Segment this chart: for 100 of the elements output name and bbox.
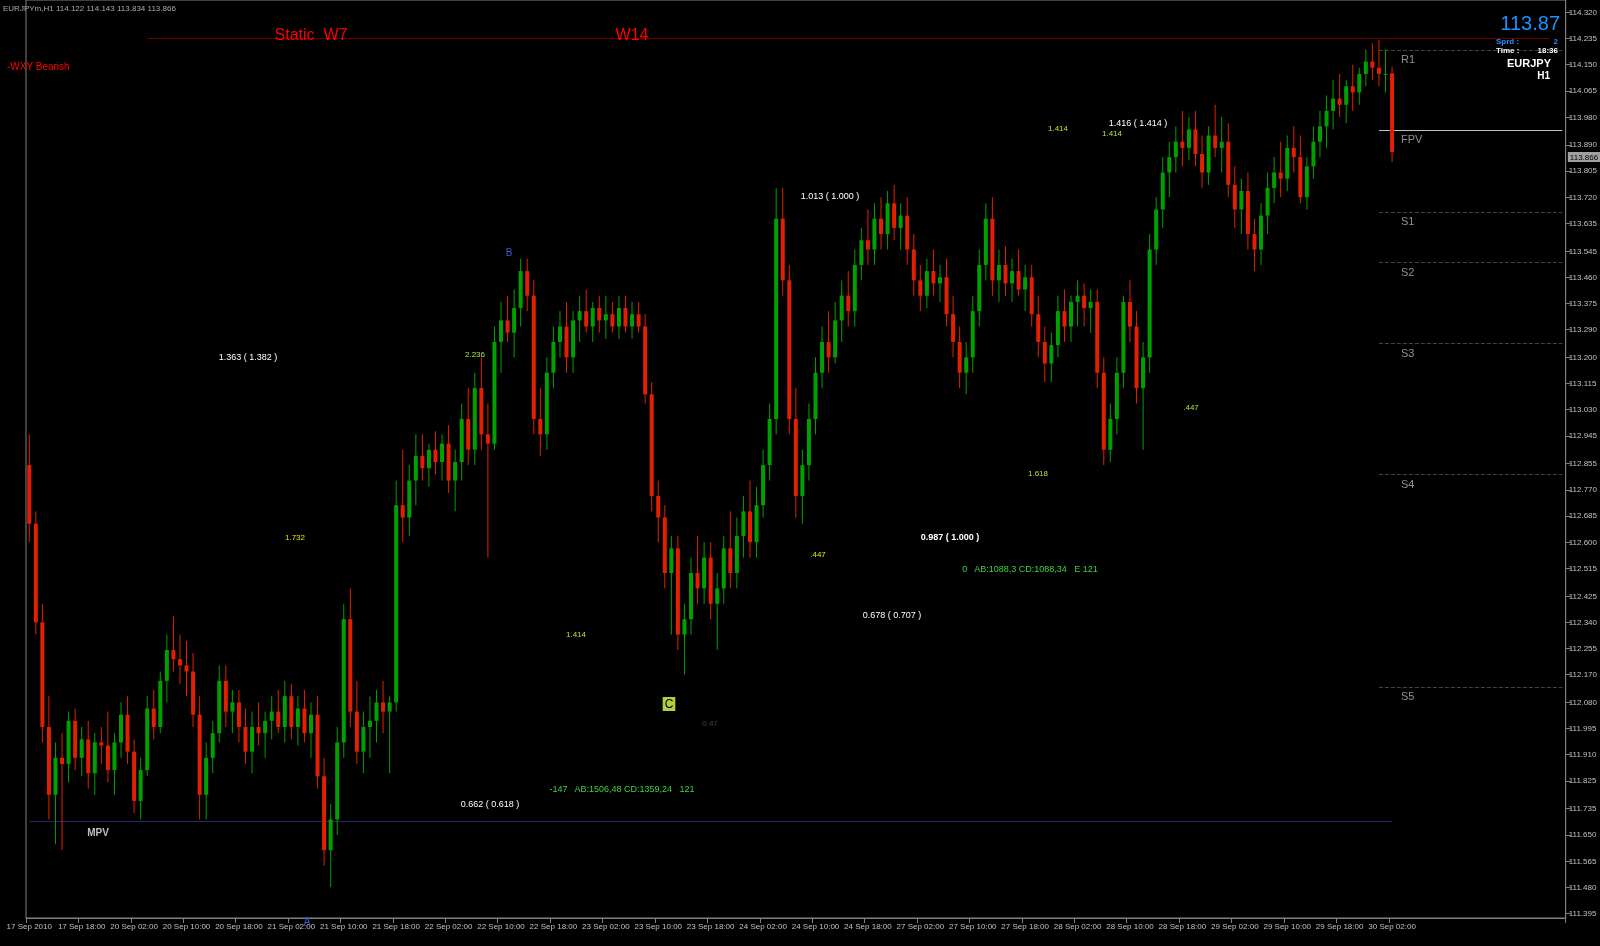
candlestick — [1075, 279, 1080, 328]
y-tick-label: 113.290 — [1568, 325, 1598, 335]
candlestick — [846, 270, 851, 328]
candlestick — [826, 310, 831, 374]
candlestick — [610, 301, 615, 334]
ref-line-label: R1 — [1400, 53, 1416, 66]
x-tick-label: 24 Sep 10:00 — [791, 921, 840, 931]
y-tick-label: 111.565 — [1568, 856, 1597, 866]
candlestick — [505, 295, 510, 343]
candlestick — [1088, 289, 1093, 334]
candlestick — [276, 689, 281, 734]
x-tick-label: 23 Sep 02:00 — [582, 921, 631, 931]
y-tick-label: 113.890 — [1568, 140, 1598, 150]
x-tick-label: 29 Sep 02:00 — [1211, 921, 1260, 931]
y-tick-label: 112.080 — [1568, 697, 1598, 707]
candlestick — [381, 680, 386, 734]
y-tick-label: 112.945 — [1568, 431, 1598, 441]
candlestick — [1370, 42, 1375, 81]
candlestick — [485, 403, 490, 559]
annotation: 0.987 ( 1.000 ) — [920, 532, 980, 542]
ref-line-label: S1 — [1400, 215, 1415, 228]
y-tick-label: 113.375 — [1568, 298, 1598, 308]
x-tick-label: 24 Sep 18:00 — [844, 921, 893, 931]
candlestick — [367, 695, 372, 759]
y-tick-label: 113.030 — [1568, 405, 1598, 415]
y-tick-label: 111.650 — [1568, 830, 1597, 840]
candlestick — [538, 387, 543, 457]
annotation: C — [664, 697, 674, 711]
candlestick — [400, 449, 405, 543]
annotation: H1 — [1537, 69, 1551, 81]
y-tick-label: 112.255 — [1568, 643, 1598, 653]
candlestick — [1317, 110, 1322, 158]
x-tick-label: 28 Sep 18:00 — [1158, 921, 1207, 931]
candlestick — [931, 249, 936, 297]
annotation: .447 — [1183, 402, 1200, 412]
candlestick — [99, 726, 104, 765]
annotation: Sprd : — [1496, 36, 1520, 46]
x-tick-label: 17 Sep 18:00 — [57, 921, 107, 931]
ref-line-label: S3 — [1400, 346, 1415, 359]
candlestick — [603, 295, 608, 340]
candlestick — [1357, 67, 1362, 106]
x-tick-label: 29 Sep 18:00 — [1315, 921, 1364, 931]
annotation: 1.416 ( 1.414 ) — [1108, 118, 1168, 128]
annotation: 0.678 ( 0.707 ) — [862, 610, 922, 620]
y-tick-label: 113.460 — [1568, 272, 1598, 282]
candlestick — [616, 295, 621, 340]
y-tick-label: 112.515 — [1568, 563, 1598, 573]
candlestick — [420, 433, 425, 482]
candlestick — [499, 301, 504, 374]
candlestick — [1042, 326, 1047, 383]
y-tick-label: 112.170 — [1568, 670, 1598, 680]
x-tick-label: 28 Sep 10:00 — [1106, 921, 1155, 931]
y-tick-label: 111.825 — [1568, 776, 1597, 786]
candlestick — [898, 202, 903, 251]
annotation: Time : — [1496, 45, 1520, 55]
x-tick-label: 29 Sep 10:00 — [1263, 921, 1312, 931]
annotation: 1.414 — [565, 629, 587, 639]
candlestick — [1167, 141, 1172, 198]
annotation: 18:36 — [1537, 45, 1559, 55]
candlestick — [623, 295, 628, 334]
candlestick — [1291, 125, 1296, 174]
y-tick-label: 111.480 — [1568, 882, 1597, 892]
annotation: 2.236 — [464, 349, 486, 359]
candlestick — [433, 430, 438, 475]
y-tick-label: 113.115 — [1568, 379, 1597, 389]
candlestick — [918, 264, 923, 312]
y-tick-label: 111.910 — [1568, 750, 1597, 760]
annotation: 1.013 ( 1.000 ) — [800, 191, 860, 201]
candlestick — [1363, 48, 1368, 87]
candlestick — [1186, 116, 1191, 161]
candlestick — [256, 701, 261, 746]
x-tick-label: 17 Sep 2010 — [6, 921, 53, 931]
y-tick-label: 113.980 — [1568, 112, 1598, 122]
candlestick — [1344, 79, 1349, 124]
candlestick — [1376, 39, 1381, 87]
y-tick-label: 112.770 — [1568, 485, 1598, 495]
candlestick — [557, 310, 562, 358]
y-tick-label: 112.600 — [1568, 537, 1598, 547]
candlestick — [879, 196, 884, 251]
candlestick — [636, 301, 641, 334]
candlestick — [682, 603, 687, 676]
x-tick-label: 24 Sep 02:00 — [739, 921, 788, 931]
ref-line-label: FPV — [1400, 133, 1424, 146]
x-tick-label: 20 Sep 10:00 — [162, 921, 211, 931]
annotation: .447 — [810, 549, 827, 559]
candlestick — [171, 615, 176, 673]
y-tick-label: 111.735 — [1568, 804, 1597, 814]
candlestick — [1331, 79, 1336, 130]
candlestick — [865, 208, 870, 266]
x-tick-label: 28 Sep 02:00 — [1053, 921, 1102, 931]
candlestick — [1010, 258, 1015, 303]
candlestick — [426, 443, 431, 488]
x-tick-label: 22 Sep 18:00 — [529, 921, 578, 931]
annotation: Static W7 — [274, 25, 348, 43]
candlestick — [1337, 73, 1342, 118]
candlestick — [996, 249, 1001, 303]
annotation: 2 — [1553, 36, 1559, 46]
candlestick — [184, 640, 189, 697]
candlestick — [1016, 249, 1021, 297]
candlestick — [1383, 48, 1388, 93]
